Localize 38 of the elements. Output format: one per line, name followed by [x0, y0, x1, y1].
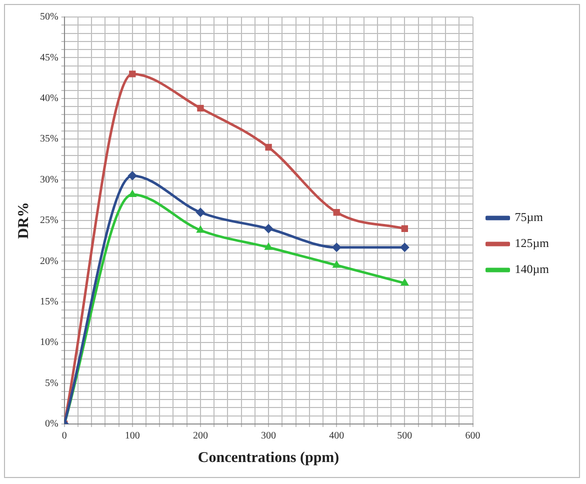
y-tick-label: 0% — [44, 418, 58, 430]
point — [264, 242, 273, 250]
point — [196, 226, 204, 233]
y-tick-label: 20% — [40, 256, 58, 267]
y-tick-label: 45% — [40, 52, 58, 64]
y-tick-label: 5% — [44, 378, 58, 389]
y-tick-label: 30% — [40, 174, 58, 186]
point — [264, 224, 274, 234]
point — [128, 190, 136, 197]
legend-label: 75µm — [514, 210, 544, 224]
point — [401, 225, 408, 232]
point — [129, 70, 136, 78]
point — [332, 260, 341, 268]
x-tick-label: 400 — [329, 430, 344, 442]
y-tick-label: 10% — [40, 337, 58, 348]
x-tick-label: 500 — [397, 430, 412, 442]
point — [197, 104, 204, 112]
y-axis-title: DR% — [16, 202, 32, 239]
y-tick-label: 25% — [40, 215, 58, 226]
y-tick-label: 35% — [40, 134, 58, 145]
x-tick-label: 200 — [192, 430, 208, 442]
x-tick-label: 300 — [261, 430, 276, 442]
point — [400, 278, 409, 286]
point — [400, 242, 410, 252]
y-tick-label: 15% — [40, 296, 58, 308]
point — [333, 209, 340, 216]
y-tick-label: 50% — [40, 12, 58, 23]
point — [128, 171, 137, 180]
point — [332, 242, 342, 252]
point — [196, 208, 205, 217]
x-tick-label: 0 — [62, 430, 67, 442]
legend-label: 125µm — [514, 236, 550, 250]
x-tick-label: 100 — [124, 430, 140, 442]
legend-label: 140µm — [514, 262, 550, 276]
x-tick-label: 600 — [465, 430, 480, 442]
y-tick-label: 40% — [40, 93, 58, 104]
x-axis-title: Concentrations (ppm) — [198, 450, 340, 466]
point — [265, 144, 272, 151]
